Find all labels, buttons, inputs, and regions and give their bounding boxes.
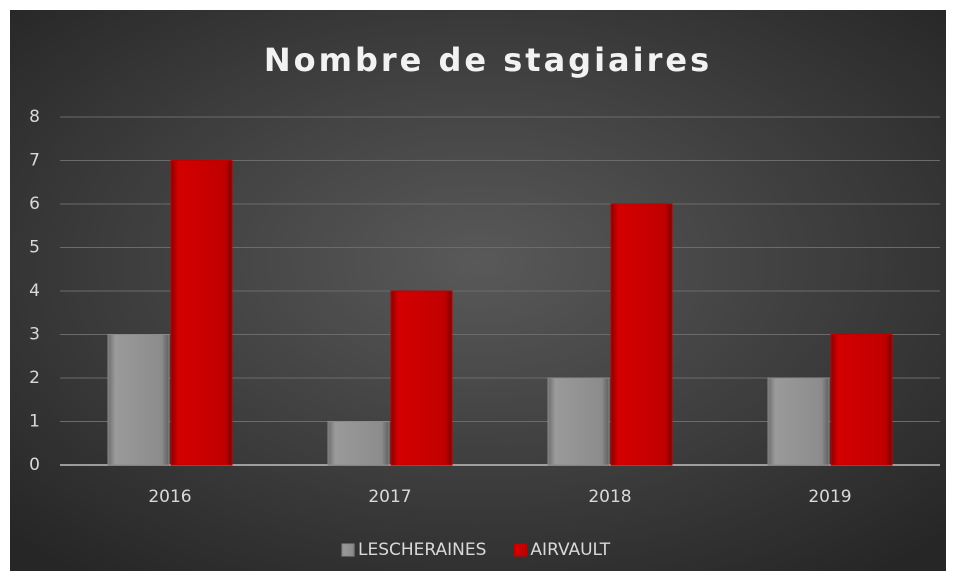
bar <box>830 334 893 466</box>
y-tick-label: 4 <box>29 281 40 301</box>
y-tick-label: 1 <box>29 412 40 432</box>
y-tick-label: 2 <box>29 368 40 388</box>
legend-label: LESCHERAINES <box>358 540 486 560</box>
y-tick-label: 5 <box>29 238 40 258</box>
chart-title: Nombre de stagiaires <box>264 41 712 79</box>
bar <box>107 334 170 466</box>
bar <box>327 421 390 466</box>
x-tick-label: 2019 <box>808 487 851 507</box>
legend-swatch <box>513 543 527 557</box>
bar <box>170 160 233 466</box>
x-tick-label: 2017 <box>368 487 411 507</box>
x-tick-label: 2018 <box>588 487 631 507</box>
y-tick-label: 7 <box>29 151 40 171</box>
legend-swatch <box>341 543 355 557</box>
y-tick-label: 0 <box>29 455 40 475</box>
bar <box>610 203 673 466</box>
x-tick-label: 2016 <box>148 487 191 507</box>
y-tick-label: 3 <box>29 325 40 345</box>
bar <box>547 377 610 466</box>
bar <box>390 290 453 466</box>
y-tick-label: 8 <box>29 107 40 127</box>
legend-label: AIRVAULT <box>530 540 610 560</box>
bar <box>767 377 830 466</box>
y-tick-label: 6 <box>29 194 40 214</box>
